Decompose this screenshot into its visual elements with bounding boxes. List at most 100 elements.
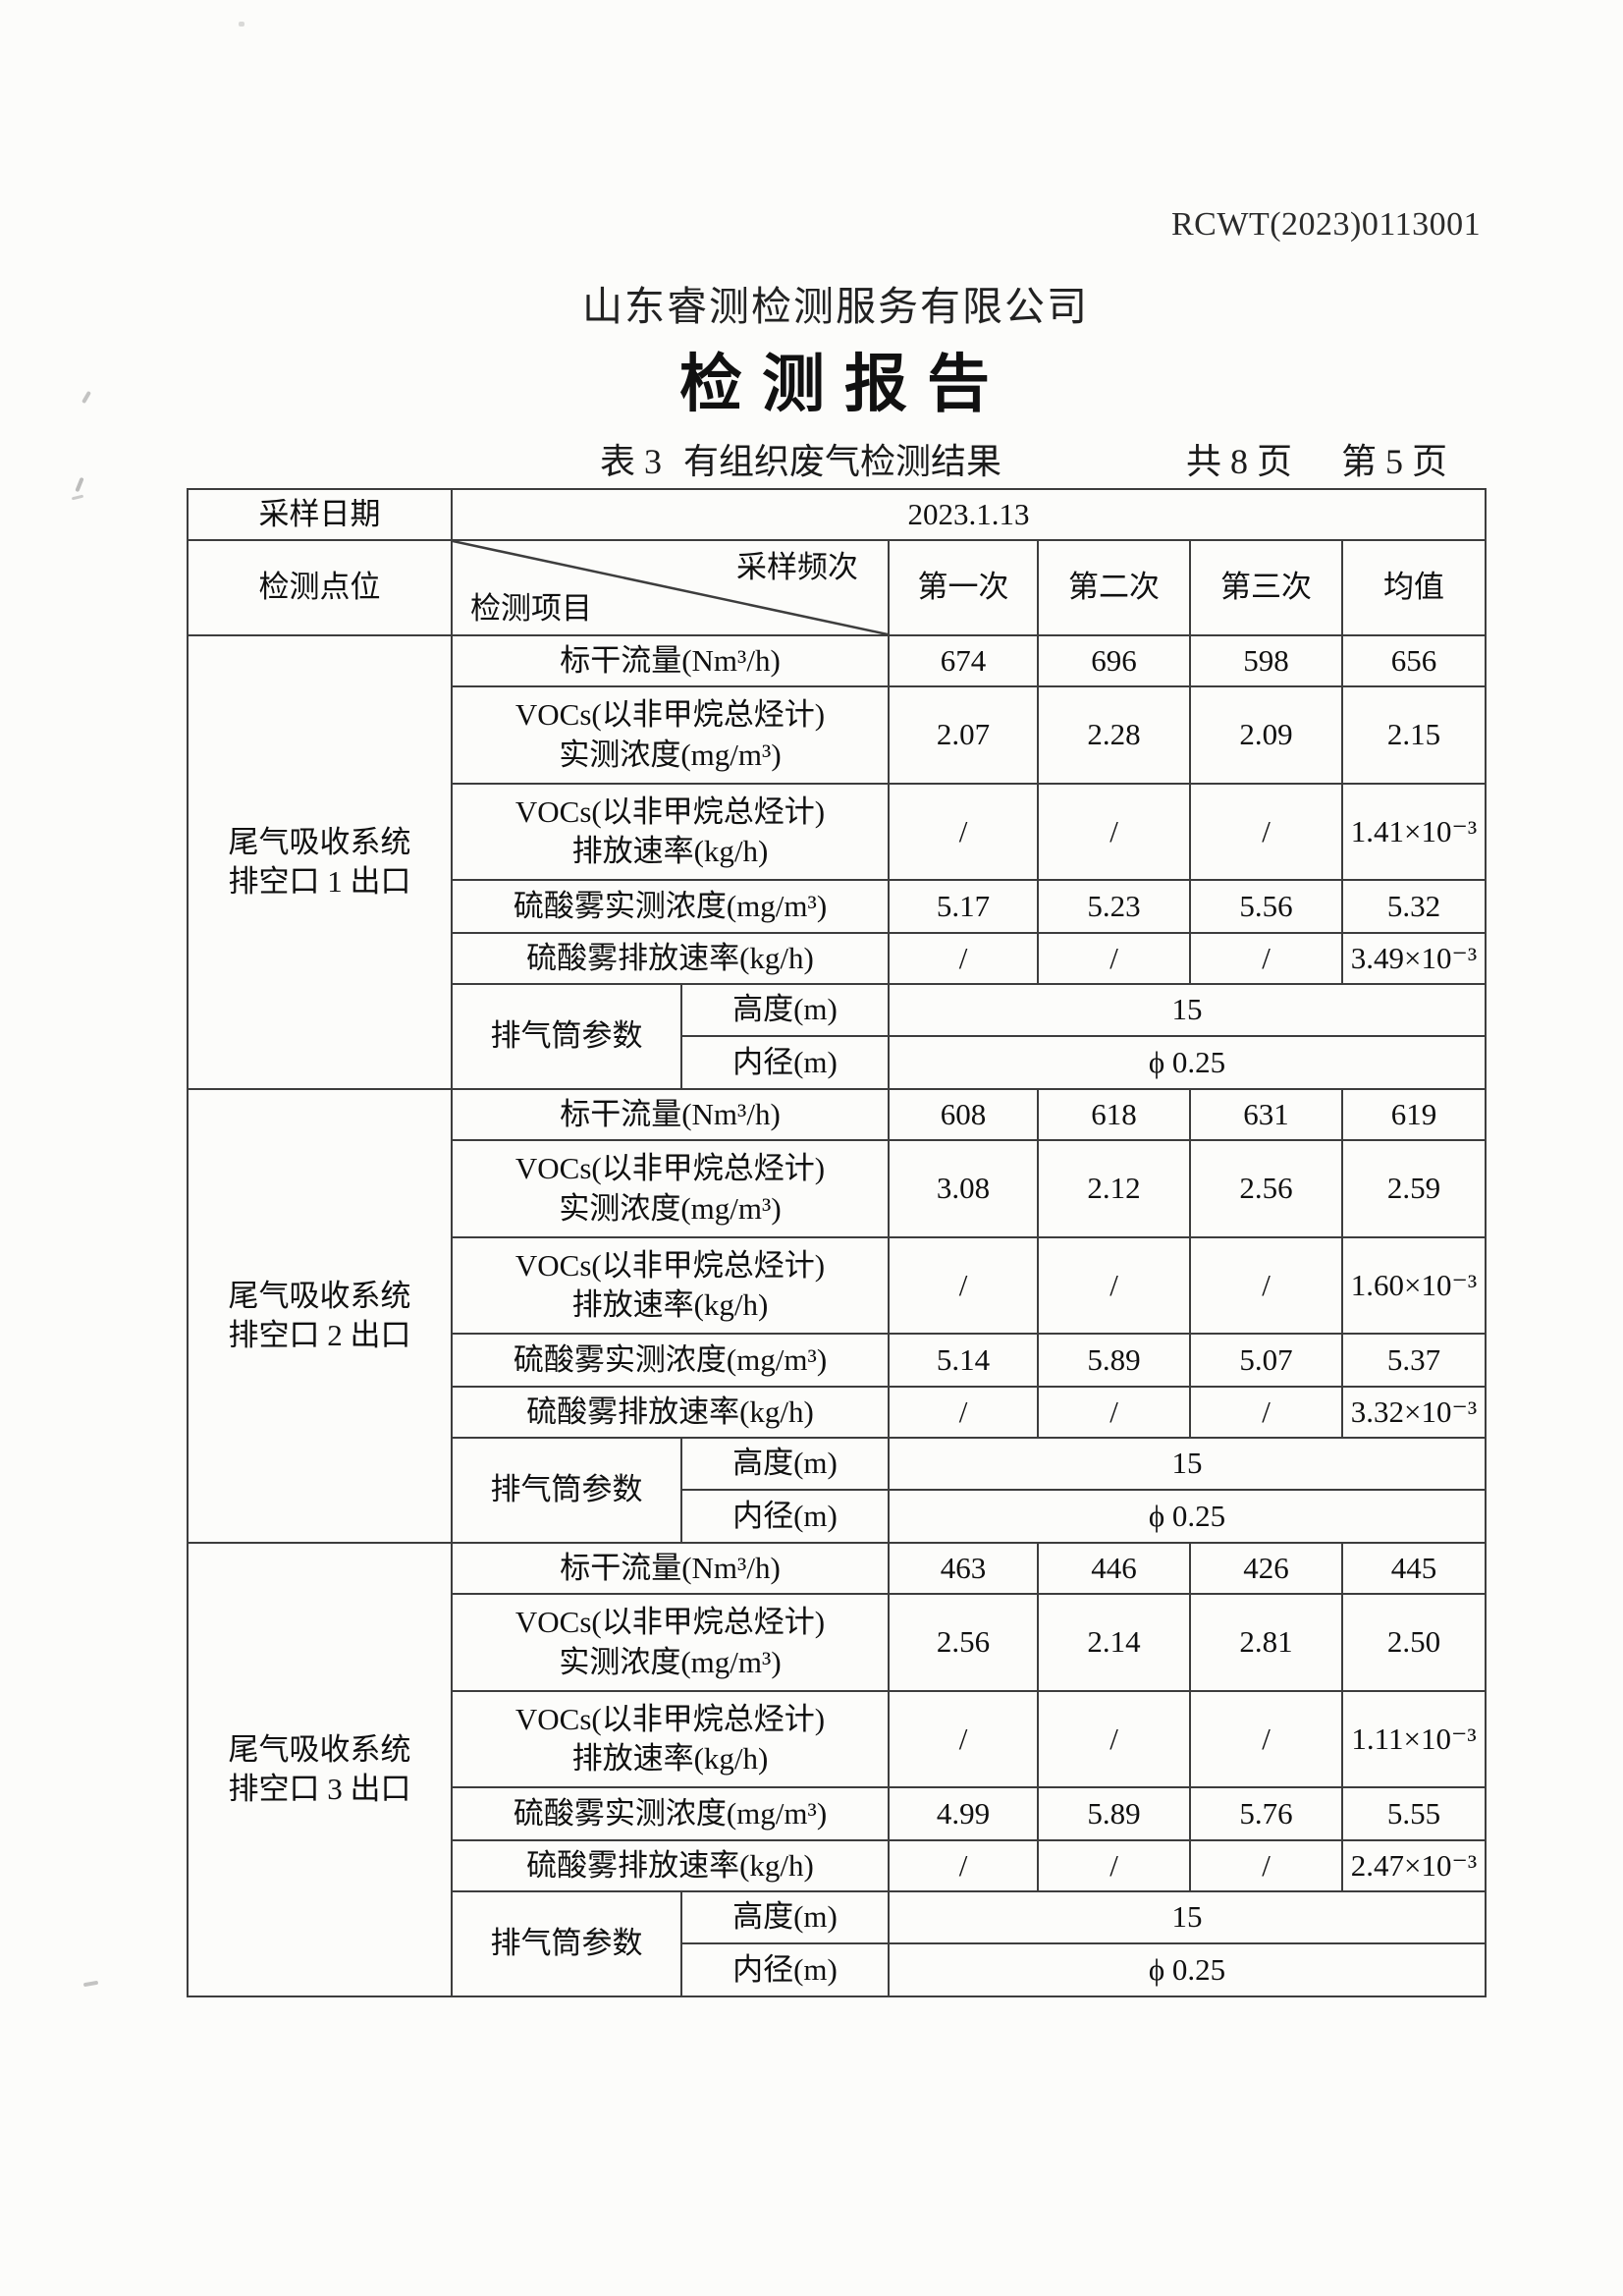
- table-row: VOCs(以非甲烷总烃计) 实测浓度(mg/m³) 3.08 2.12 2.56…: [188, 1139, 1487, 1238]
- voc-rate-label-cell: VOCs(以非甲烷总烃计) 排放速率(kg/h): [451, 1690, 890, 1788]
- row-label-line1: VOCs(以非甲烷总烃计): [514, 1247, 826, 1283]
- frequency-header-label: 采样频次: [736, 550, 858, 584]
- row-label-line1: VOCs(以非甲烷总烃计): [514, 1701, 826, 1736]
- stack-diameter-label-cell: 内径(m): [680, 1942, 890, 1997]
- value-cell: 619: [1341, 1088, 1487, 1141]
- value-cell: /: [1189, 1236, 1343, 1335]
- stack-params-label-cell: 排气筒参数: [451, 1437, 682, 1544]
- value-cell: 426: [1189, 1542, 1343, 1595]
- results-table: 采样日期 2023.1.13 检测点位 采样频次 检测项目 第一次 第二次 第三…: [187, 488, 1487, 1997]
- table-row: 内径(m) ϕ 0.25: [188, 1035, 1487, 1090]
- value-cell: 2.59: [1341, 1139, 1487, 1238]
- acid-rate-label-cell: 硫酸雾排放速率(kg/h): [451, 1839, 890, 1892]
- row-label-line2: 排放速率(kg/h): [571, 1287, 769, 1322]
- table-number: 表 3: [600, 442, 663, 481]
- value-cell: /: [1189, 932, 1343, 985]
- value-cell: 2.56: [888, 1593, 1039, 1692]
- report-number: RCWT(2023)0113001: [1171, 206, 1482, 243]
- stack-diameter-value-cell: ϕ 0.25: [888, 1942, 1487, 1997]
- table-row: 硫酸雾排放速率(kg/h) / / / 3.32×10⁻³: [188, 1386, 1487, 1439]
- value-cell: /: [1189, 1690, 1343, 1788]
- report-title: 检 测 报 告: [679, 350, 992, 419]
- value-cell: 4.99: [888, 1786, 1039, 1841]
- flow-label-cell: 标干流量(Nm³/h): [451, 634, 890, 687]
- value-cell: 598: [1189, 634, 1343, 687]
- pagination: 共 8 页 第 5 页: [1186, 433, 1447, 484]
- table-row: 硫酸雾排放速率(kg/h) / / / 3.49×10⁻³: [188, 932, 1487, 985]
- monitoring-point-cell: 尾气吸收系统 排空口 3 出口: [187, 1542, 453, 1997]
- acid-concentration-label-cell: 硫酸雾实测浓度(mg/m³): [451, 1786, 890, 1841]
- table-row: VOCs(以非甲烷总烃计) 实测浓度(mg/m³) 2.07 2.28 2.09…: [188, 685, 1487, 785]
- value-cell: 618: [1037, 1088, 1191, 1141]
- table-row: 内径(m) ϕ 0.25: [188, 1489, 1487, 1544]
- table-row: 内径(m) ϕ 0.25: [188, 1942, 1487, 1997]
- table-row: 硫酸雾实测浓度(mg/m³) 4.99 5.89 5.76 5.55: [188, 1786, 1487, 1841]
- item-header-label: 检测项目: [470, 590, 592, 626]
- value-cell: /: [1037, 1386, 1191, 1439]
- stack-diameter-label-cell: 内径(m): [680, 1489, 890, 1544]
- value-cell: /: [888, 1690, 1039, 1788]
- value-cell: 1.41×10⁻³: [1341, 783, 1487, 881]
- monitoring-point-cell: 尾气吸收系统 排空口 1 出口: [187, 634, 453, 1090]
- table-row: VOCs(以非甲烷总烃计) 排放速率(kg/h) / / / 1.41×10⁻³: [188, 783, 1487, 881]
- value-cell: 2.28: [1037, 685, 1191, 785]
- monitoring-point-line1: 尾气吸收系统: [228, 824, 411, 859]
- point-column-header-cell: 检测点位: [187, 539, 453, 636]
- scan-artifact: [82, 1980, 99, 1988]
- value-cell: /: [1037, 1690, 1191, 1788]
- value-cell: 463: [888, 1542, 1039, 1595]
- row-label-line2: 实测浓度(mg/m³): [559, 1644, 782, 1679]
- value-cell: 3.49×10⁻³: [1341, 932, 1487, 985]
- value-cell: /: [1037, 783, 1191, 881]
- value-cell: 2.14: [1037, 1593, 1191, 1692]
- stack-diameter-label-cell: 内径(m): [680, 1035, 890, 1090]
- acid-concentration-label-cell: 硫酸雾实测浓度(mg/m³): [451, 1333, 890, 1388]
- row-label-line1: VOCs(以非甲烷总烃计): [514, 1605, 826, 1640]
- acid-rate-label-cell: 硫酸雾排放速率(kg/h): [451, 932, 890, 985]
- value-cell: 2.12: [1037, 1139, 1191, 1238]
- value-cell: 5.32: [1341, 879, 1487, 934]
- table-row: 排气筒参数 高度(m) 15: [188, 983, 1487, 1090]
- row-label-line1: VOCs(以非甲烷总烃计): [514, 793, 826, 829]
- stack-height-value-cell: 15: [888, 983, 1487, 1037]
- stack-height-value-cell: 15: [888, 1437, 1487, 1491]
- scan-artifact: [75, 476, 84, 493]
- value-cell: 2.81: [1189, 1593, 1343, 1692]
- table-row: 排气筒参数 高度(m) 15: [188, 1437, 1487, 1544]
- value-cell: 5.14: [888, 1333, 1039, 1388]
- value-cell: /: [888, 783, 1039, 881]
- stack-height-value-cell: 15: [888, 1890, 1487, 1944]
- value-cell: 3.32×10⁻³: [1341, 1386, 1487, 1439]
- table-row: VOCs(以非甲烷总烃计) 排放速率(kg/h) / / / 1.60×10⁻³: [188, 1236, 1487, 1335]
- flow-label-cell: 标干流量(Nm³/h): [451, 1088, 890, 1141]
- value-cell: /: [888, 1236, 1039, 1335]
- monitoring-point-line2: 排空口 3 出口: [228, 1772, 411, 1806]
- stack-diameter-value-cell: ϕ 0.25: [888, 1489, 1487, 1544]
- voc-rate-label-cell: VOCs(以非甲烷总烃计) 排放速率(kg/h): [451, 783, 890, 881]
- value-cell: 3.08: [888, 1139, 1039, 1238]
- table-row: 硫酸雾排放速率(kg/h) / / / 2.47×10⁻³: [188, 1839, 1487, 1892]
- table-row: 排气筒参数 高度(m) 15: [188, 1890, 1487, 1997]
- value-cell: 1.60×10⁻³: [1341, 1236, 1487, 1335]
- sampling-date-row: 采样日期 2023.1.13: [187, 488, 1487, 541]
- value-cell: /: [888, 932, 1039, 985]
- voc-concentration-label-cell: VOCs(以非甲烷总烃计) 实测浓度(mg/m³): [451, 685, 890, 785]
- value-cell: 5.37: [1341, 1333, 1487, 1388]
- diagonal-header-cell: 采样频次 检测项目: [451, 539, 890, 636]
- monitoring-point-line2: 排空口 2 出口: [228, 1318, 411, 1352]
- value-cell: 445: [1341, 1542, 1487, 1595]
- total-pages: 共 8 页: [1186, 442, 1293, 481]
- value-cell: 5.89: [1037, 1333, 1191, 1388]
- stack-params-label-cell: 排气筒参数: [451, 1890, 682, 1997]
- value-cell: 2.47×10⁻³: [1341, 1839, 1487, 1892]
- scan-artifact: [81, 390, 91, 405]
- value-cell: /: [888, 1839, 1039, 1892]
- voc-rate-label-cell: VOCs(以非甲烷总烃计) 排放速率(kg/h): [451, 1236, 890, 1335]
- table-row: 尾气吸收系统 排空口 3 出口 标干流量(Nm³/h) 463 446 426 …: [187, 1542, 1487, 1997]
- value-cell: /: [1037, 1839, 1191, 1892]
- value-cell: 2.56: [1189, 1139, 1343, 1238]
- table-row: 尾气吸收系统 排空口 2 出口 标干流量(Nm³/h) 608 618 631 …: [187, 1088, 1487, 1544]
- value-cell: 2.09: [1189, 685, 1343, 785]
- value-cell: 446: [1037, 1542, 1191, 1595]
- stack-diameter-value-cell: ϕ 0.25: [888, 1035, 1487, 1090]
